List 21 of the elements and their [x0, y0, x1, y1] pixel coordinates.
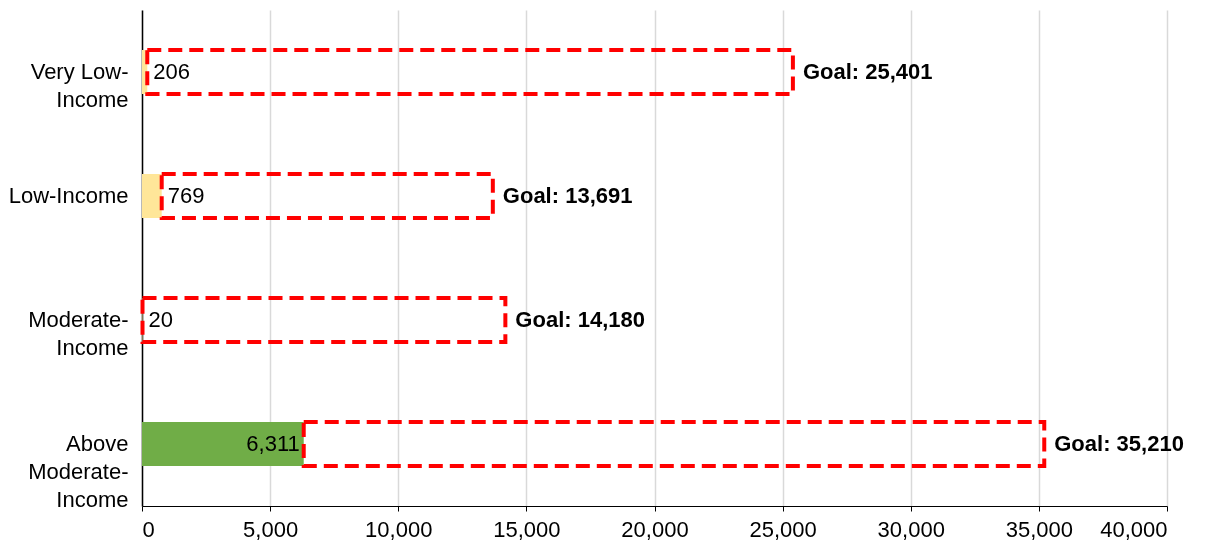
- data-label: 769: [167, 183, 205, 208]
- y-tick-label: Very Low-Income: [30, 59, 129, 112]
- x-tick-label: 30,000: [877, 516, 945, 542]
- data-label: 206: [153, 59, 190, 84]
- x-tick-label: 35,000: [1005, 516, 1074, 542]
- data-label: 20: [148, 307, 173, 332]
- x-tick-label: 15,000: [493, 516, 561, 542]
- x-tick-label: 25,000: [749, 516, 817, 542]
- x-tick-label: 20,000: [621, 516, 689, 542]
- y-tick-label: Low-Income: [8, 183, 129, 208]
- annotation: Goal: 14,180: [515, 307, 645, 332]
- x-tick-label: 10,000: [365, 516, 433, 542]
- annotation: Goal: 35,210: [1054, 431, 1184, 456]
- y-tick-label: Above Moderate-Income: [28, 431, 129, 512]
- y-tick-label: Moderate-Income: [28, 307, 129, 360]
- x-tick-label: 40,000: [1100, 516, 1168, 542]
- x-tick-label: 5,000: [243, 516, 299, 542]
- x-tick-label: 0: [142, 516, 155, 542]
- annotation: Goal: 13,691: [502, 183, 633, 208]
- annotation: Goal: 25,401: [802, 59, 933, 84]
- data-label: 6,311: [246, 431, 300, 456]
